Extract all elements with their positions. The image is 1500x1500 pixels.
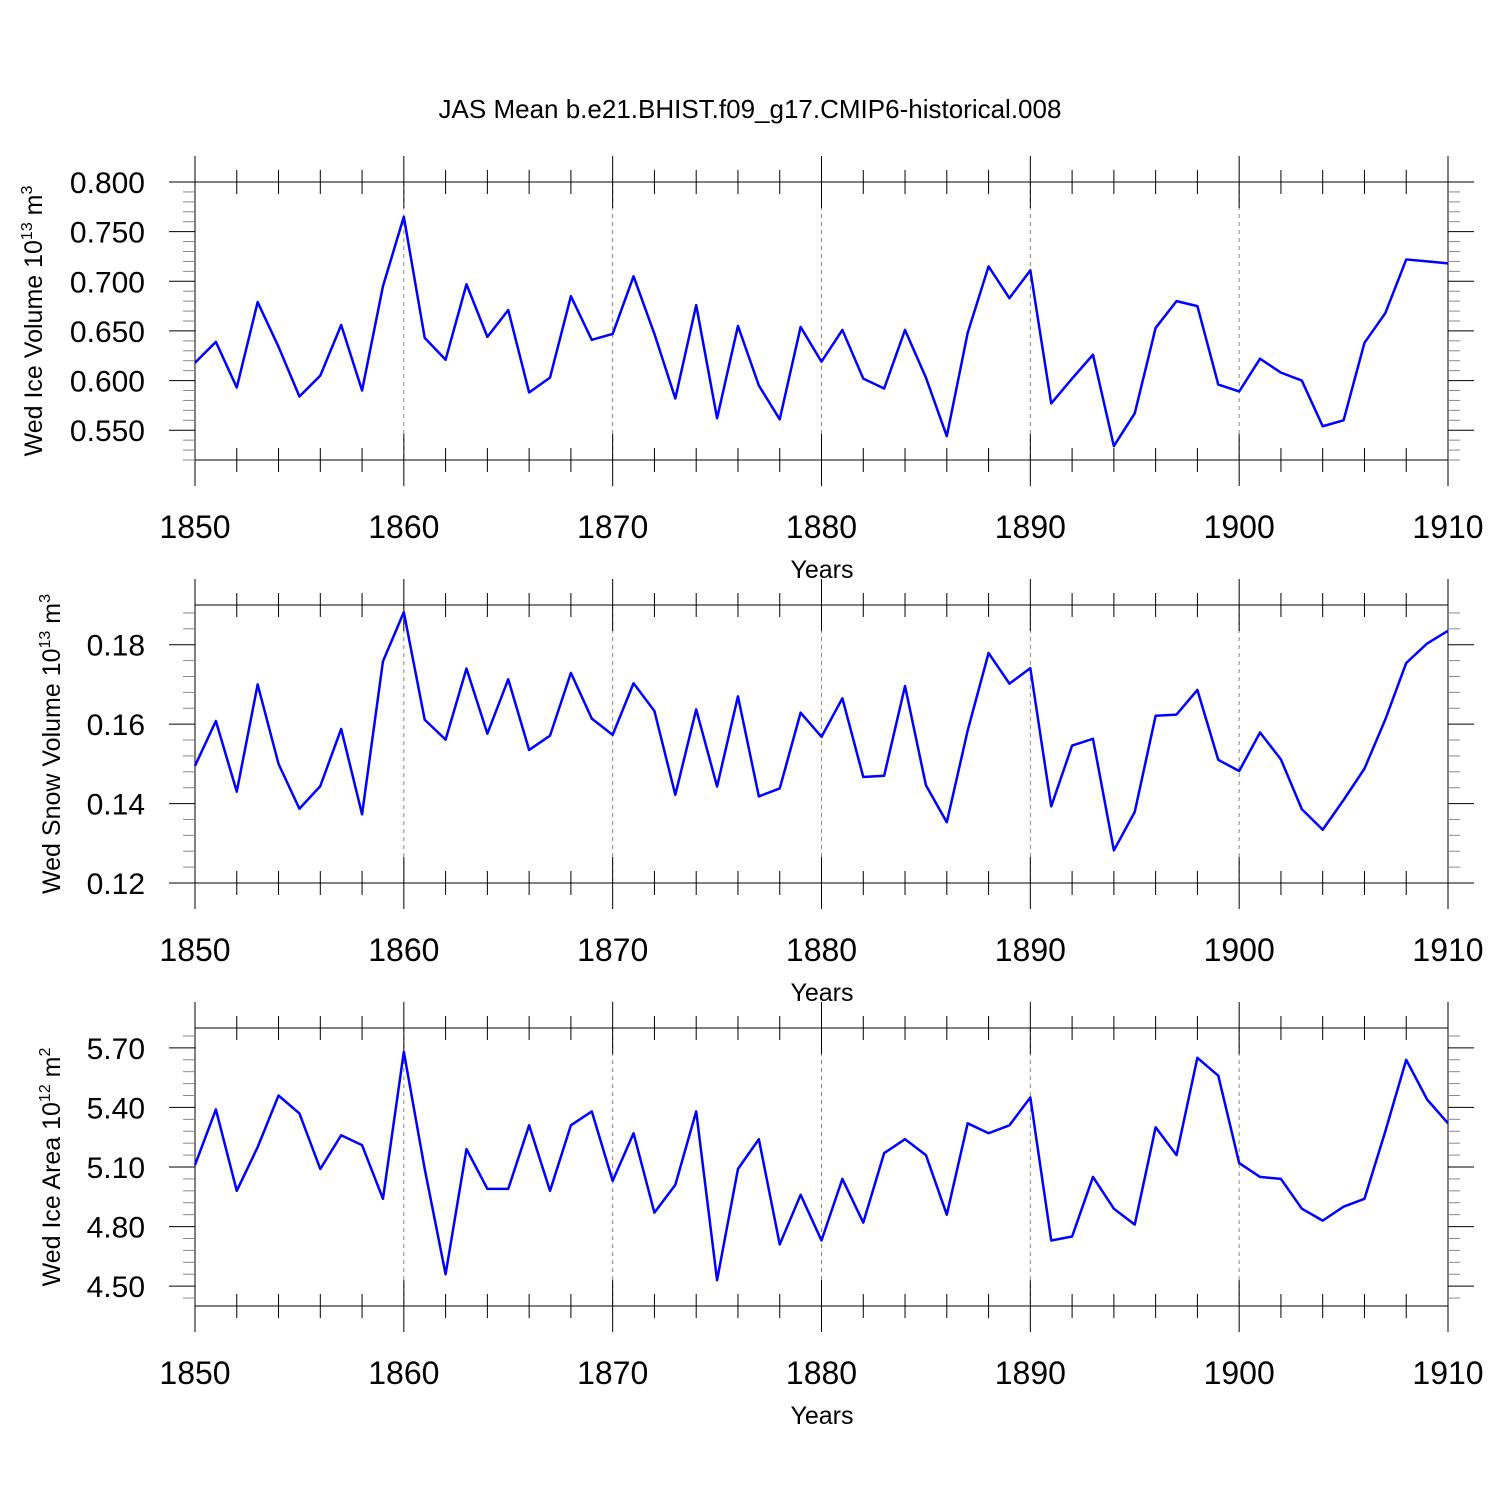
y-tick-label-ice-volume-1: 0.600: [70, 366, 145, 399]
y-tick-label-snow-volume-0: 0.12: [87, 868, 145, 901]
x-tick-label-ice-volume-1890: 1890: [995, 509, 1066, 545]
y-tick-label-ice-area-0: 4.50: [87, 1271, 145, 1304]
y-tick-label-ice-volume-4: 0.750: [70, 217, 145, 250]
series-line-snow-volume: [193, 610, 1449, 852]
panel-snow-volume: Wed Snow Volume 1013 m3 Years 1850 1860 18…: [37, 579, 1484, 1007]
x-tick-label-ice-area-1880: 1880: [786, 1355, 857, 1391]
x-tick-label-ice-volume-1870: 1870: [577, 509, 648, 545]
x-tick-label-ice-area-1860: 1860: [368, 1355, 439, 1391]
x-tick-label-ice-area-1850: 1850: [159, 1355, 230, 1391]
x-tick-label-snow-volume-1860: 1860: [368, 932, 439, 968]
y-tick-label-ice-area-2: 5.10: [87, 1152, 145, 1185]
x-tick-label-snow-volume-1850: 1850: [159, 932, 230, 968]
x-tick-label-ice-area-1910: 1910: [1412, 1355, 1483, 1391]
series-line-ice-volume: [194, 215, 1449, 448]
x-tick-label-ice-volume-1900: 1900: [1204, 509, 1275, 545]
series-line-ice-area: [193, 1050, 1449, 1282]
y-tick-label-ice-area-3: 5.40: [87, 1092, 145, 1125]
x-tick-label-ice-volume-1880: 1880: [786, 509, 857, 545]
x-tick-label-snow-volume-1910: 1910: [1412, 932, 1483, 968]
y-tick-label-ice-volume-3: 0.700: [70, 266, 145, 299]
y-tick-label-snow-volume-1: 0.14: [87, 789, 145, 822]
x-tick-label-ice-volume-1850: 1850: [159, 509, 230, 545]
x-tick-label-ice-area-1890: 1890: [995, 1355, 1066, 1391]
x-tick-label-ice-area-1870: 1870: [577, 1355, 648, 1391]
panel-ice-area: Wed Ice Area 1012 m2 Years 1850 1860 1870 1…: [37, 1002, 1484, 1430]
x-tick-label-snow-volume-1890: 1890: [995, 932, 1066, 968]
x-tick-label-snow-volume-1870: 1870: [577, 932, 648, 968]
y-tick-label-ice-volume-0: 0.550: [70, 415, 145, 448]
ylabel-ice-volume: Wed Ice Volume 1013 m3: [19, 185, 48, 456]
y-tick-label-snow-volume-3: 0.18: [87, 630, 145, 663]
panel-ice-volume: Wed Ice Volume 1013 m3 Years 1850 1860 187…: [19, 156, 1484, 584]
y-tick-label-ice-volume-5: 0.800: [70, 167, 145, 200]
x-tick-label-ice-area-1900: 1900: [1204, 1355, 1275, 1391]
ylabel-ice-area: Wed Ice Area 1012 m2: [37, 1047, 66, 1286]
figure-title: JAS Mean b.e21.BHIST.f09_g17.CMIP6-histo…: [439, 94, 1062, 124]
y-tick-label-ice-area-4: 5.70: [87, 1033, 145, 1066]
ylabel-snow-volume: Wed Snow Volume 1013 m3: [37, 594, 66, 894]
y-tick-label-ice-volume-2: 0.650: [70, 316, 145, 349]
y-tick-label-ice-area-1: 4.80: [87, 1212, 145, 1245]
x-tick-label-ice-volume-1860: 1860: [368, 509, 439, 545]
x-tick-label-snow-volume-1880: 1880: [786, 932, 857, 968]
x-tick-label-ice-volume-1910: 1910: [1412, 509, 1483, 545]
xlabel-ice-area: Years: [790, 1402, 853, 1430]
y-tick-label-snow-volume-2: 0.16: [87, 709, 145, 742]
x-tick-label-snow-volume-1900: 1900: [1204, 932, 1275, 968]
